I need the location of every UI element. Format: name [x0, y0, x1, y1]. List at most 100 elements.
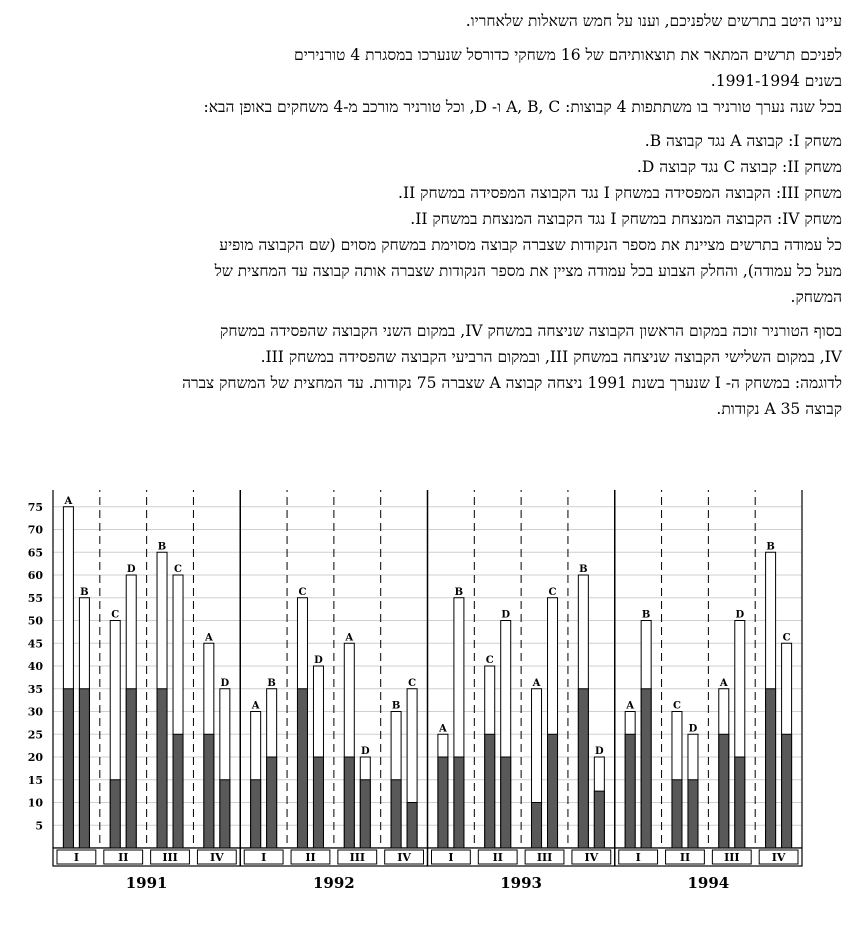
intro-line: לפניכם תרשים המתאר את תוצאותיהם של 16 מש…: [294, 46, 842, 64]
bar-first-half: [500, 756, 512, 849]
game-label-cell: [150, 849, 190, 865]
y-tick-label: 75: [28, 501, 43, 514]
y-tick-label: 40: [28, 660, 44, 673]
bar-first-half: [484, 733, 496, 849]
bar-first-half: [250, 779, 262, 849]
bar-first-half: [296, 688, 308, 849]
team-label: B: [766, 541, 774, 552]
question-text: עיינו היטב בתרשים שלפניכם, וענו על חמש ה…: [22, 8, 842, 422]
team-label: C: [111, 610, 119, 621]
year-label: 1992: [313, 874, 355, 892]
bar-first-half: [718, 733, 730, 849]
game-label: IV: [585, 851, 599, 864]
y-tick-label: 55: [28, 592, 43, 605]
team-label: D: [127, 564, 136, 575]
game-label: IV: [210, 851, 224, 864]
y-tick-label: 60: [28, 569, 44, 582]
game-label: I: [74, 851, 79, 864]
game-label: I: [636, 851, 641, 864]
game-label-cell: [431, 849, 471, 865]
y-tick-label: 70: [28, 524, 44, 537]
game-label-cell: [196, 849, 237, 865]
game-label-cell: [384, 849, 424, 865]
bar-first-half: [390, 779, 402, 849]
year-label: 1993: [500, 874, 542, 892]
y-tick-label: 35: [28, 683, 43, 696]
game-label: I: [261, 851, 266, 864]
game-label: III: [724, 851, 739, 864]
team-label: D: [595, 746, 604, 757]
bar-first-half: [109, 779, 121, 849]
intro-line: משחק IV: הקבוצה המנצחת במשחק I נגד הקבוצ…: [410, 210, 842, 228]
bar-first-half: [453, 756, 465, 849]
intro-line: בכל שנה נערך טורניר בו משתתפות 4 קבוצות:…: [203, 98, 842, 116]
team-label: C: [408, 678, 416, 689]
bar-first-half: [593, 790, 605, 849]
bar-first-half: [640, 688, 652, 849]
y-tick-label: 15: [28, 774, 43, 787]
bar-first-half: [765, 688, 777, 849]
bar-first-half: [437, 756, 449, 849]
game-label: II: [305, 851, 315, 864]
game-label: II: [680, 851, 690, 864]
game-label-cell: [243, 849, 284, 865]
team-label: A: [532, 678, 541, 689]
game-label-cell: [618, 849, 659, 865]
team-label: B: [158, 541, 166, 552]
game-label-cell: [56, 849, 97, 865]
team-label: B: [455, 587, 463, 598]
game-label-cell: [103, 849, 144, 865]
team-label: D: [314, 655, 323, 666]
bar-first-half: [406, 802, 418, 849]
bar-first-half: [156, 688, 168, 849]
year-label: 1994: [688, 874, 730, 892]
bar-first-half: [734, 756, 746, 849]
intro-line: משחק III: הקבוצה המפסידה במשחק I נגד הקב…: [398, 184, 842, 202]
y-tick-label: 65: [28, 546, 43, 559]
bar-first-half: [312, 756, 324, 849]
team-label: D: [361, 746, 370, 757]
intro-line: קבוצה A 35 נקודות.: [716, 400, 842, 418]
team-label: C: [673, 701, 681, 712]
game-label: IV: [772, 851, 786, 864]
game-label: III: [162, 851, 177, 864]
intro-line: בסוף הטורניר זוכה במקום הראשון הקבוצה שנ…: [220, 322, 842, 340]
team-label: B: [80, 587, 88, 598]
y-tick-label: 25: [28, 728, 43, 741]
bar-first-half: [547, 733, 559, 849]
intro-line: לדוגמה: במשחק ה- I שנערך בשנת 1991 ניצחה…: [182, 374, 842, 392]
game-label-cell: [571, 849, 612, 865]
game-label: II: [493, 851, 503, 864]
bar-first-half: [219, 779, 231, 849]
intro-line: עיינו היטב בתרשים שלפניכם, וענו על חמש ה…: [465, 12, 842, 30]
game-label: III: [350, 851, 365, 864]
team-label: D: [735, 610, 744, 621]
bar-first-half: [687, 779, 699, 849]
team-label: A: [438, 723, 447, 734]
game-label-cell: [758, 849, 799, 865]
team-label: D: [689, 723, 698, 734]
team-label: C: [174, 564, 182, 575]
team-label: B: [642, 610, 650, 621]
bar-first-half: [78, 688, 90, 849]
y-tick-label: 30: [28, 706, 44, 719]
intro-line: בשנים 1991-1994.: [710, 72, 842, 90]
y-tick-label: 5: [35, 819, 43, 832]
bar-first-half: [172, 733, 184, 849]
intro-line: IV, במקום השלישי הקבוצה שניצחה במשחק III…: [260, 348, 842, 366]
game-label-cell: [665, 849, 705, 865]
bar-first-half: [531, 802, 543, 849]
team-label: A: [204, 632, 213, 643]
team-label: A: [64, 496, 73, 507]
team-label: B: [392, 701, 400, 712]
game-label-cell: [477, 849, 518, 865]
team-label: B: [579, 564, 587, 575]
bar-first-half: [62, 688, 74, 849]
team-label: A: [251, 701, 260, 712]
bar-first-half: [671, 779, 683, 849]
game-label: III: [537, 851, 552, 864]
game-label: II: [118, 851, 128, 864]
basketball-tournament-chart: 5101520253035404550556065707580IABIICDII…: [28, 490, 803, 892]
game-label: IV: [397, 851, 411, 864]
y-tick-label: 10: [28, 797, 44, 810]
